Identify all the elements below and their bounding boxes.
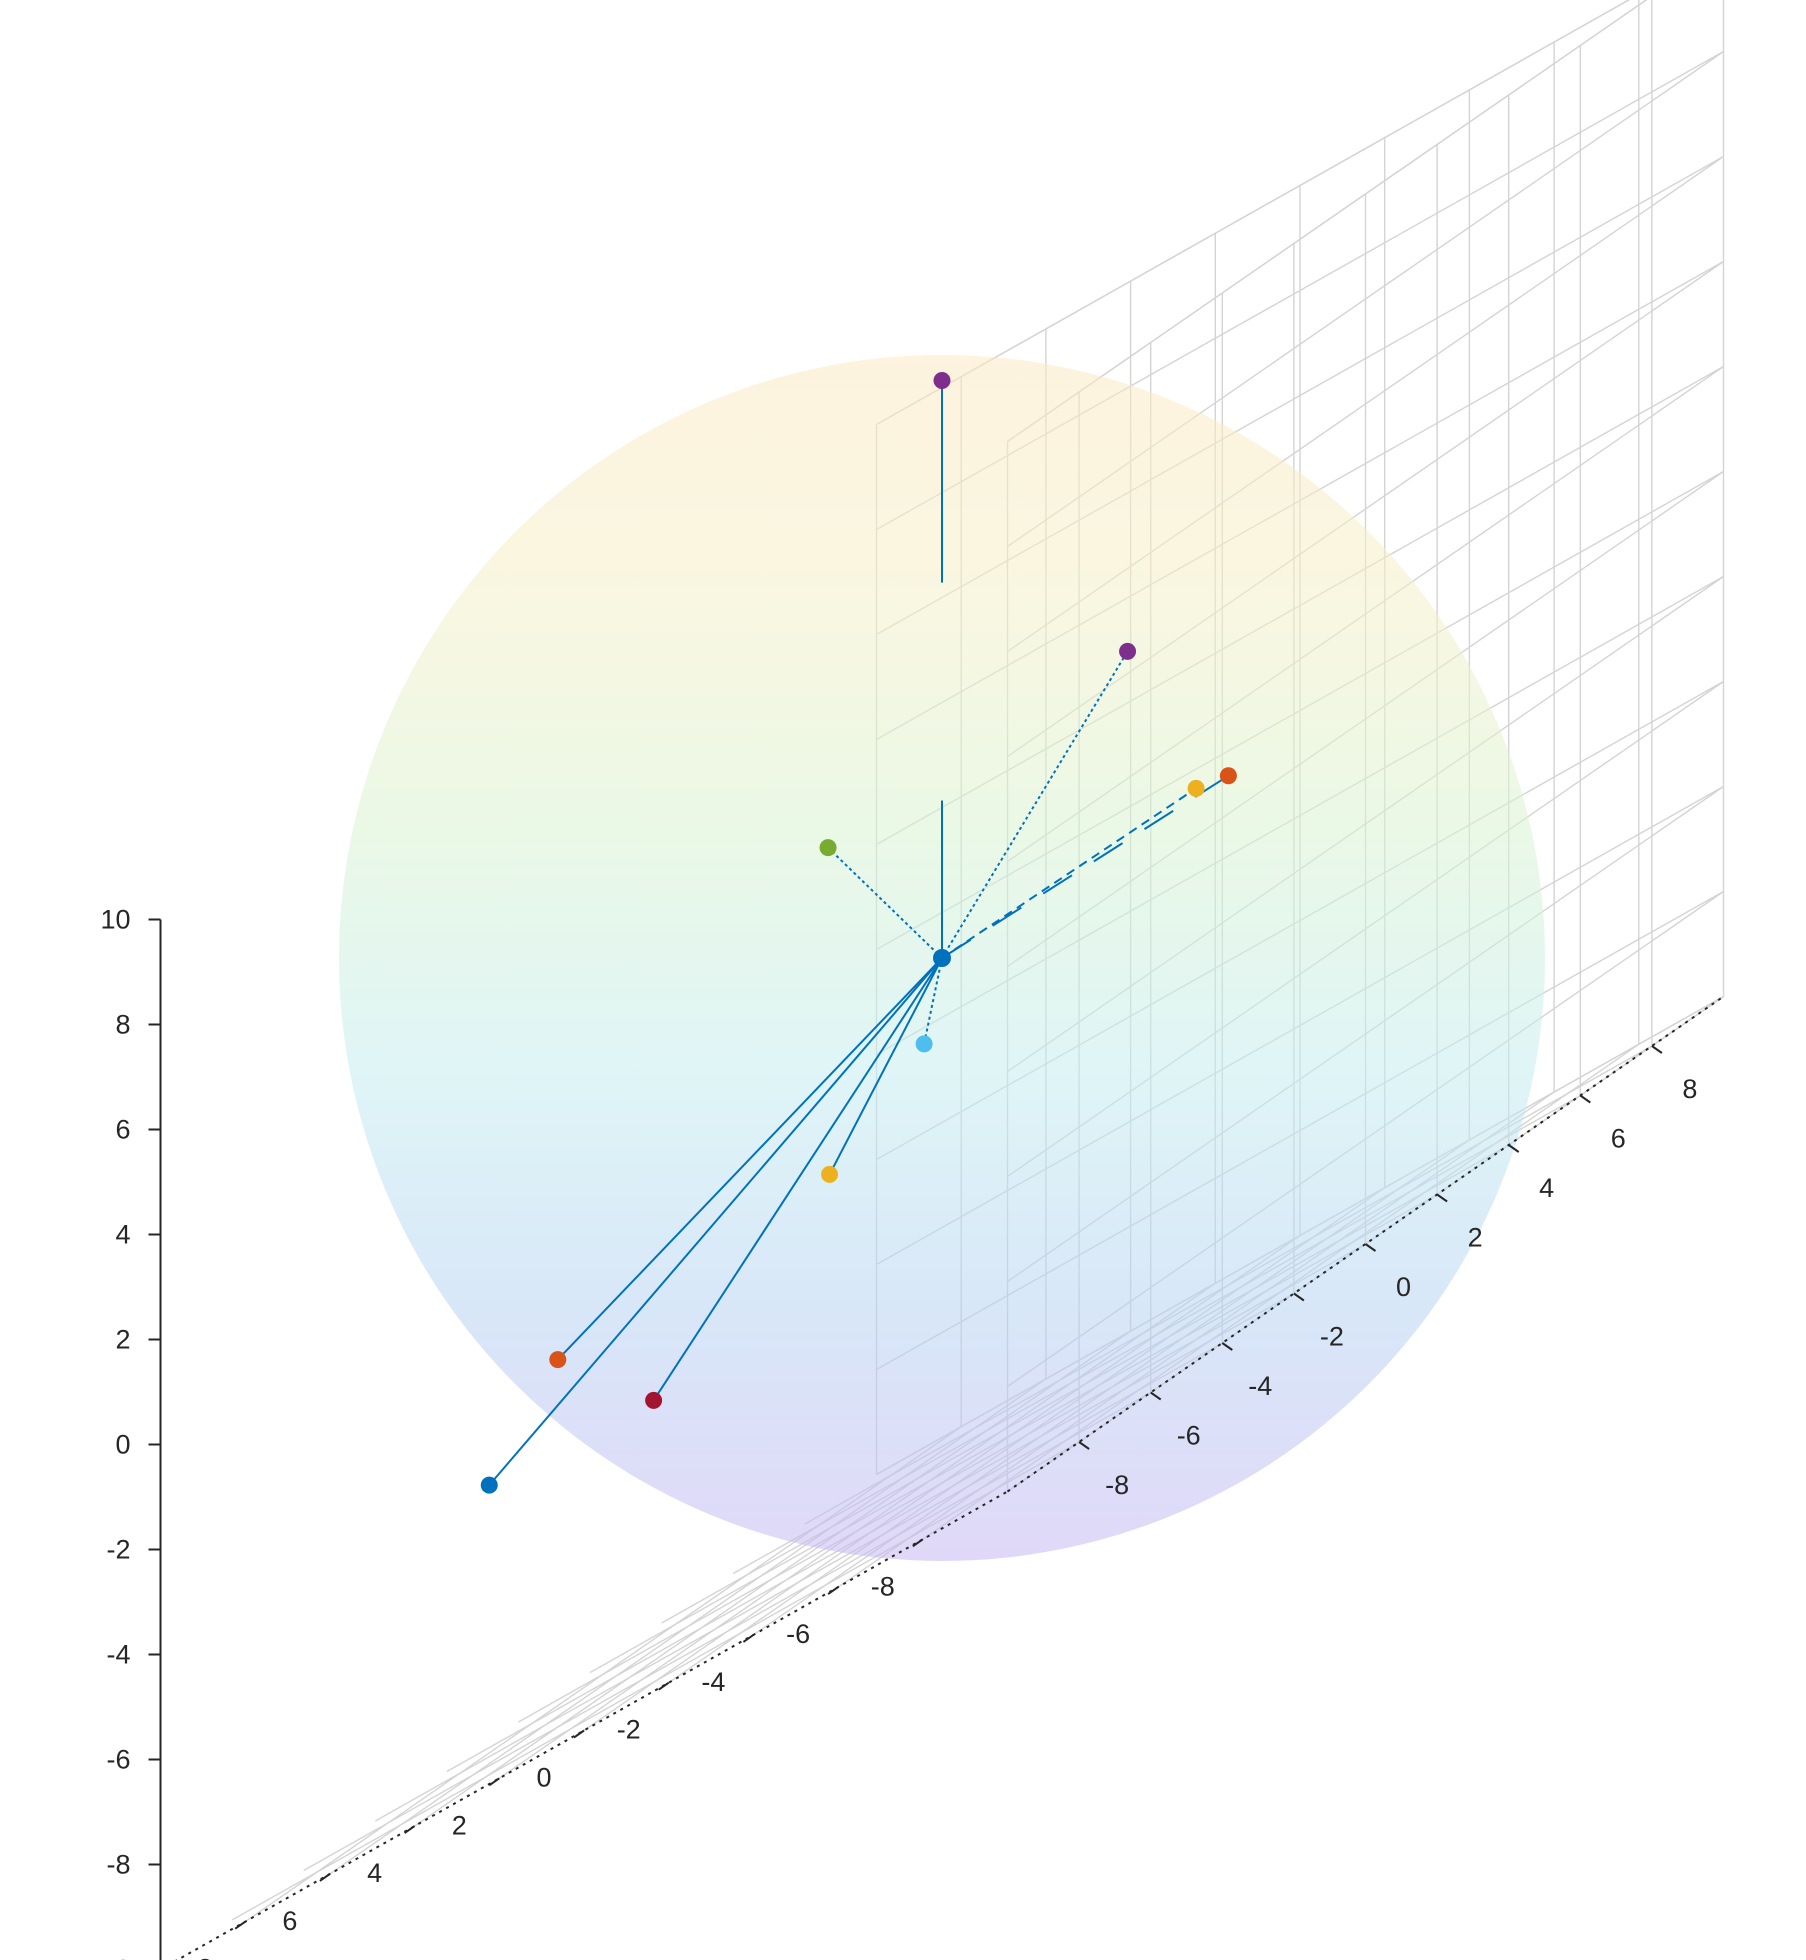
connector-line: [941, 787, 1197, 959]
y-tick: [1651, 1045, 1663, 1054]
data-point: [915, 1035, 933, 1053]
x-tick-label: 2: [452, 1810, 467, 1840]
connector-line: [827, 846, 943, 959]
x-tick-label: 4: [367, 1858, 382, 1888]
y-tick: [1436, 1193, 1448, 1203]
x-tick-label: 0: [536, 1763, 551, 1793]
data-point: [1119, 642, 1137, 660]
y-tick-label: 6: [1611, 1124, 1626, 1154]
y-tick: [1579, 1094, 1591, 1104]
x-tick: [404, 1825, 416, 1834]
data-point: [480, 1476, 498, 1494]
z-tick-label: -8: [106, 1850, 130, 1880]
data-point: [819, 839, 837, 857]
data-point: [821, 1165, 839, 1183]
y-tick-label: -6: [1177, 1421, 1201, 1451]
z-tick-label: 10: [100, 905, 130, 935]
data-point: [645, 1391, 663, 1409]
y-tick-label: 2: [1468, 1223, 1483, 1253]
y-axis-line: [1006, 995, 1725, 1493]
x-tick: [234, 1920, 246, 1930]
z-tick-label: -10: [91, 1955, 130, 1960]
connector-line: [652, 957, 943, 1401]
y-tick-label: -4: [1248, 1371, 1272, 1401]
data-point: [549, 1351, 567, 1369]
y-tick-label: 4: [1539, 1173, 1554, 1203]
y-tick: [1221, 1342, 1233, 1351]
x-tick: [488, 1777, 500, 1787]
y-tick: [1150, 1391, 1162, 1401]
z-tick-label: 0: [115, 1430, 130, 1460]
data-point: [1219, 767, 1237, 785]
connector-line: [488, 957, 943, 1486]
hub-point: [933, 949, 951, 967]
z-tick-label: 8: [115, 1010, 130, 1040]
connector-line: [557, 957, 943, 1361]
z-tick-label: 6: [115, 1115, 130, 1145]
x-tick: [658, 1681, 670, 1691]
data-point: [1187, 779, 1205, 797]
z-tick-label: -4: [106, 1640, 130, 1670]
x-tick-label: -2: [617, 1715, 641, 1745]
connector-line: [828, 957, 943, 1175]
x-tick-label: -8: [871, 1571, 895, 1601]
box-edge: [876, 0, 1631, 426]
x-tick: [912, 1538, 924, 1548]
x-tick-label: -6: [786, 1619, 810, 1649]
x-tick: [827, 1586, 839, 1595]
data-points: [480, 372, 1237, 1494]
axes-layer: -10 -8 -6 -4 -2 0 2 4 6 8 10 -8 -6 -4 -2 0 2 4 6 8 -8 -6 -4 -2 0…: [91, 905, 1725, 1960]
y-tick: [1078, 1441, 1090, 1450]
y-tick: [1293, 1292, 1305, 1302]
x-tick-label: -4: [701, 1667, 725, 1697]
z-tick-label: 4: [115, 1220, 130, 1250]
x-tick: [319, 1873, 331, 1882]
y-tick-label: 8: [1682, 1074, 1697, 1104]
y-tick: [1508, 1144, 1520, 1153]
connector-line: [923, 957, 943, 1045]
data-point: [933, 372, 951, 389]
box-edge: [1007, 0, 1648, 443]
x-tick-label: 6: [282, 1906, 297, 1936]
x-tick: [573, 1729, 585, 1739]
y-tick-label: -2: [1320, 1322, 1344, 1352]
x-tick: [742, 1634, 754, 1643]
y-tick-label: -8: [1105, 1470, 1129, 1500]
y-tick-label: 0: [1396, 1272, 1411, 1302]
x-axis-line: [175, 1490, 1008, 1960]
connector-lines: [488, 380, 1229, 1486]
z-tick-label: 2: [115, 1325, 130, 1355]
z-tick-label: -6: [106, 1745, 130, 1775]
x-tick-label: 8: [198, 1954, 213, 1960]
y-tick: [1364, 1243, 1377, 1252]
z-tick-label: -2: [106, 1535, 130, 1565]
